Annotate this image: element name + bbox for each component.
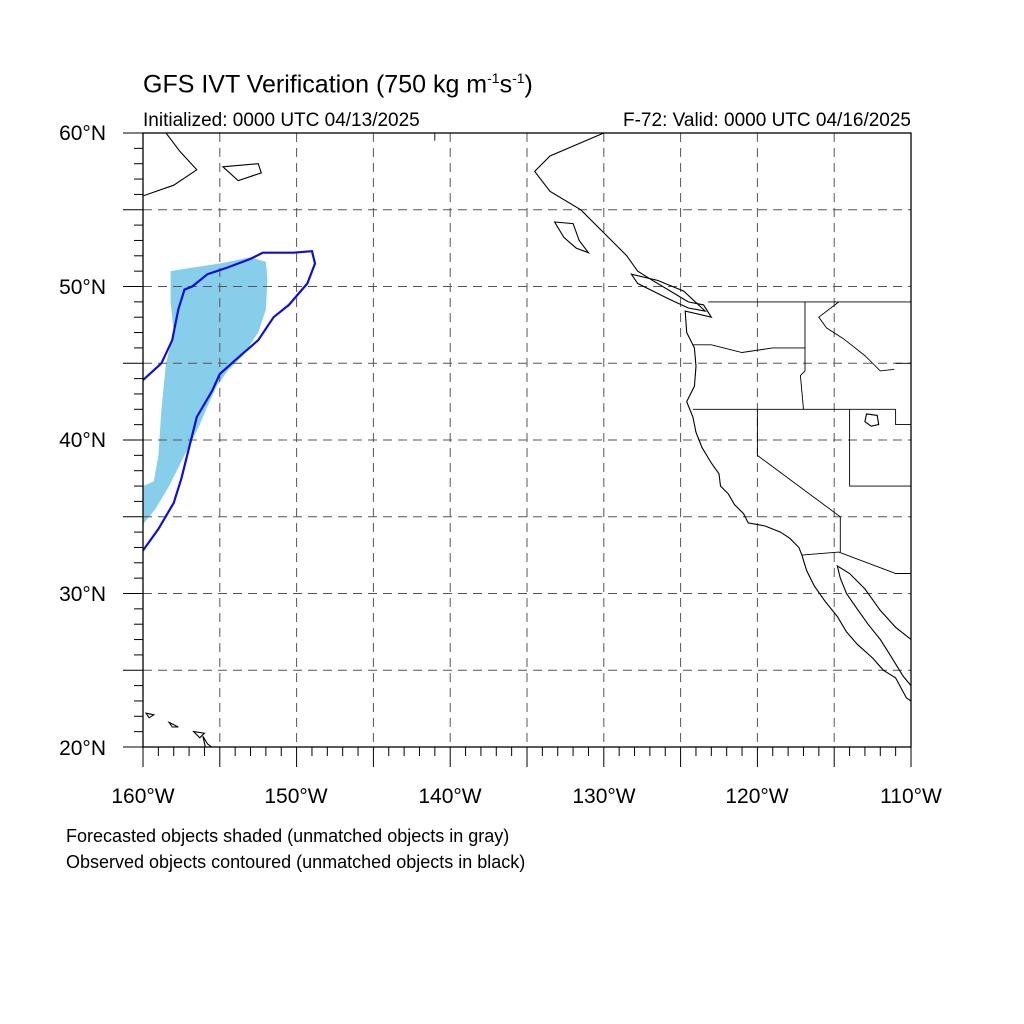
title-text-s: s: [499, 70, 513, 99]
coastline-gulf-of-california: [836, 564, 911, 686]
title-close: ): [524, 70, 533, 99]
lat-label-50: 50°N: [59, 276, 106, 299]
political-boundary: [818, 301, 895, 372]
political-boundary: [849, 409, 911, 487]
initialized-label: Initialized: 0000 UTC 04/13/2025: [143, 110, 420, 131]
lon-label-110w: 110°W: [880, 785, 942, 808]
lon-label-120w: 120°W: [725, 785, 789, 808]
political-boundary: [801, 551, 911, 574]
legend-forecast-note: Forecasted objects shaded (unmatched obj…: [66, 826, 510, 846]
legend-observed-note: Observed objects contoured (unmatched ob…: [66, 852, 526, 872]
valid-time-label: F-72: Valid: 0000 UTC 04/16/2025: [623, 110, 911, 131]
island-outline: [221, 163, 262, 182]
forecast-object-shading: [143, 257, 268, 525]
island-outline: [144, 712, 156, 719]
lake-outline: [864, 413, 880, 427]
political-boundary: [692, 344, 805, 353]
political-boundary: [756, 409, 841, 553]
island-outline: [553, 221, 590, 254]
lat-label-20: 20°N: [59, 737, 106, 760]
political-boundary: [799, 301, 806, 410]
map-title: GFS IVT Verification (750 kg m-1s-1): [143, 70, 533, 99]
lon-label-160w: 160°W: [111, 785, 175, 808]
island-outline: [192, 730, 206, 739]
lon-label-150w: 150°W: [264, 785, 328, 808]
island-outline: [630, 273, 707, 312]
title-exponent-1: -1: [487, 70, 500, 86]
title-text: GFS IVT Verification (750 kg m: [143, 70, 488, 99]
island-outline: [167, 720, 179, 728]
political-boundary: [895, 409, 911, 426]
lat-label-30: 30°N: [59, 583, 106, 606]
lon-label-140w: 140°W: [418, 785, 482, 808]
coastline-alaska: [143, 133, 198, 197]
title-exponent-2: -1: [512, 70, 525, 86]
lat-label-40: 40°N: [59, 429, 106, 452]
island-outline: [202, 736, 213, 747]
observed-object-contour: [143, 250, 317, 552]
lon-label-130w: 130°W: [572, 785, 636, 808]
lat-label-60: 60°N: [59, 122, 106, 145]
coastline-north-america: [533, 133, 911, 702]
